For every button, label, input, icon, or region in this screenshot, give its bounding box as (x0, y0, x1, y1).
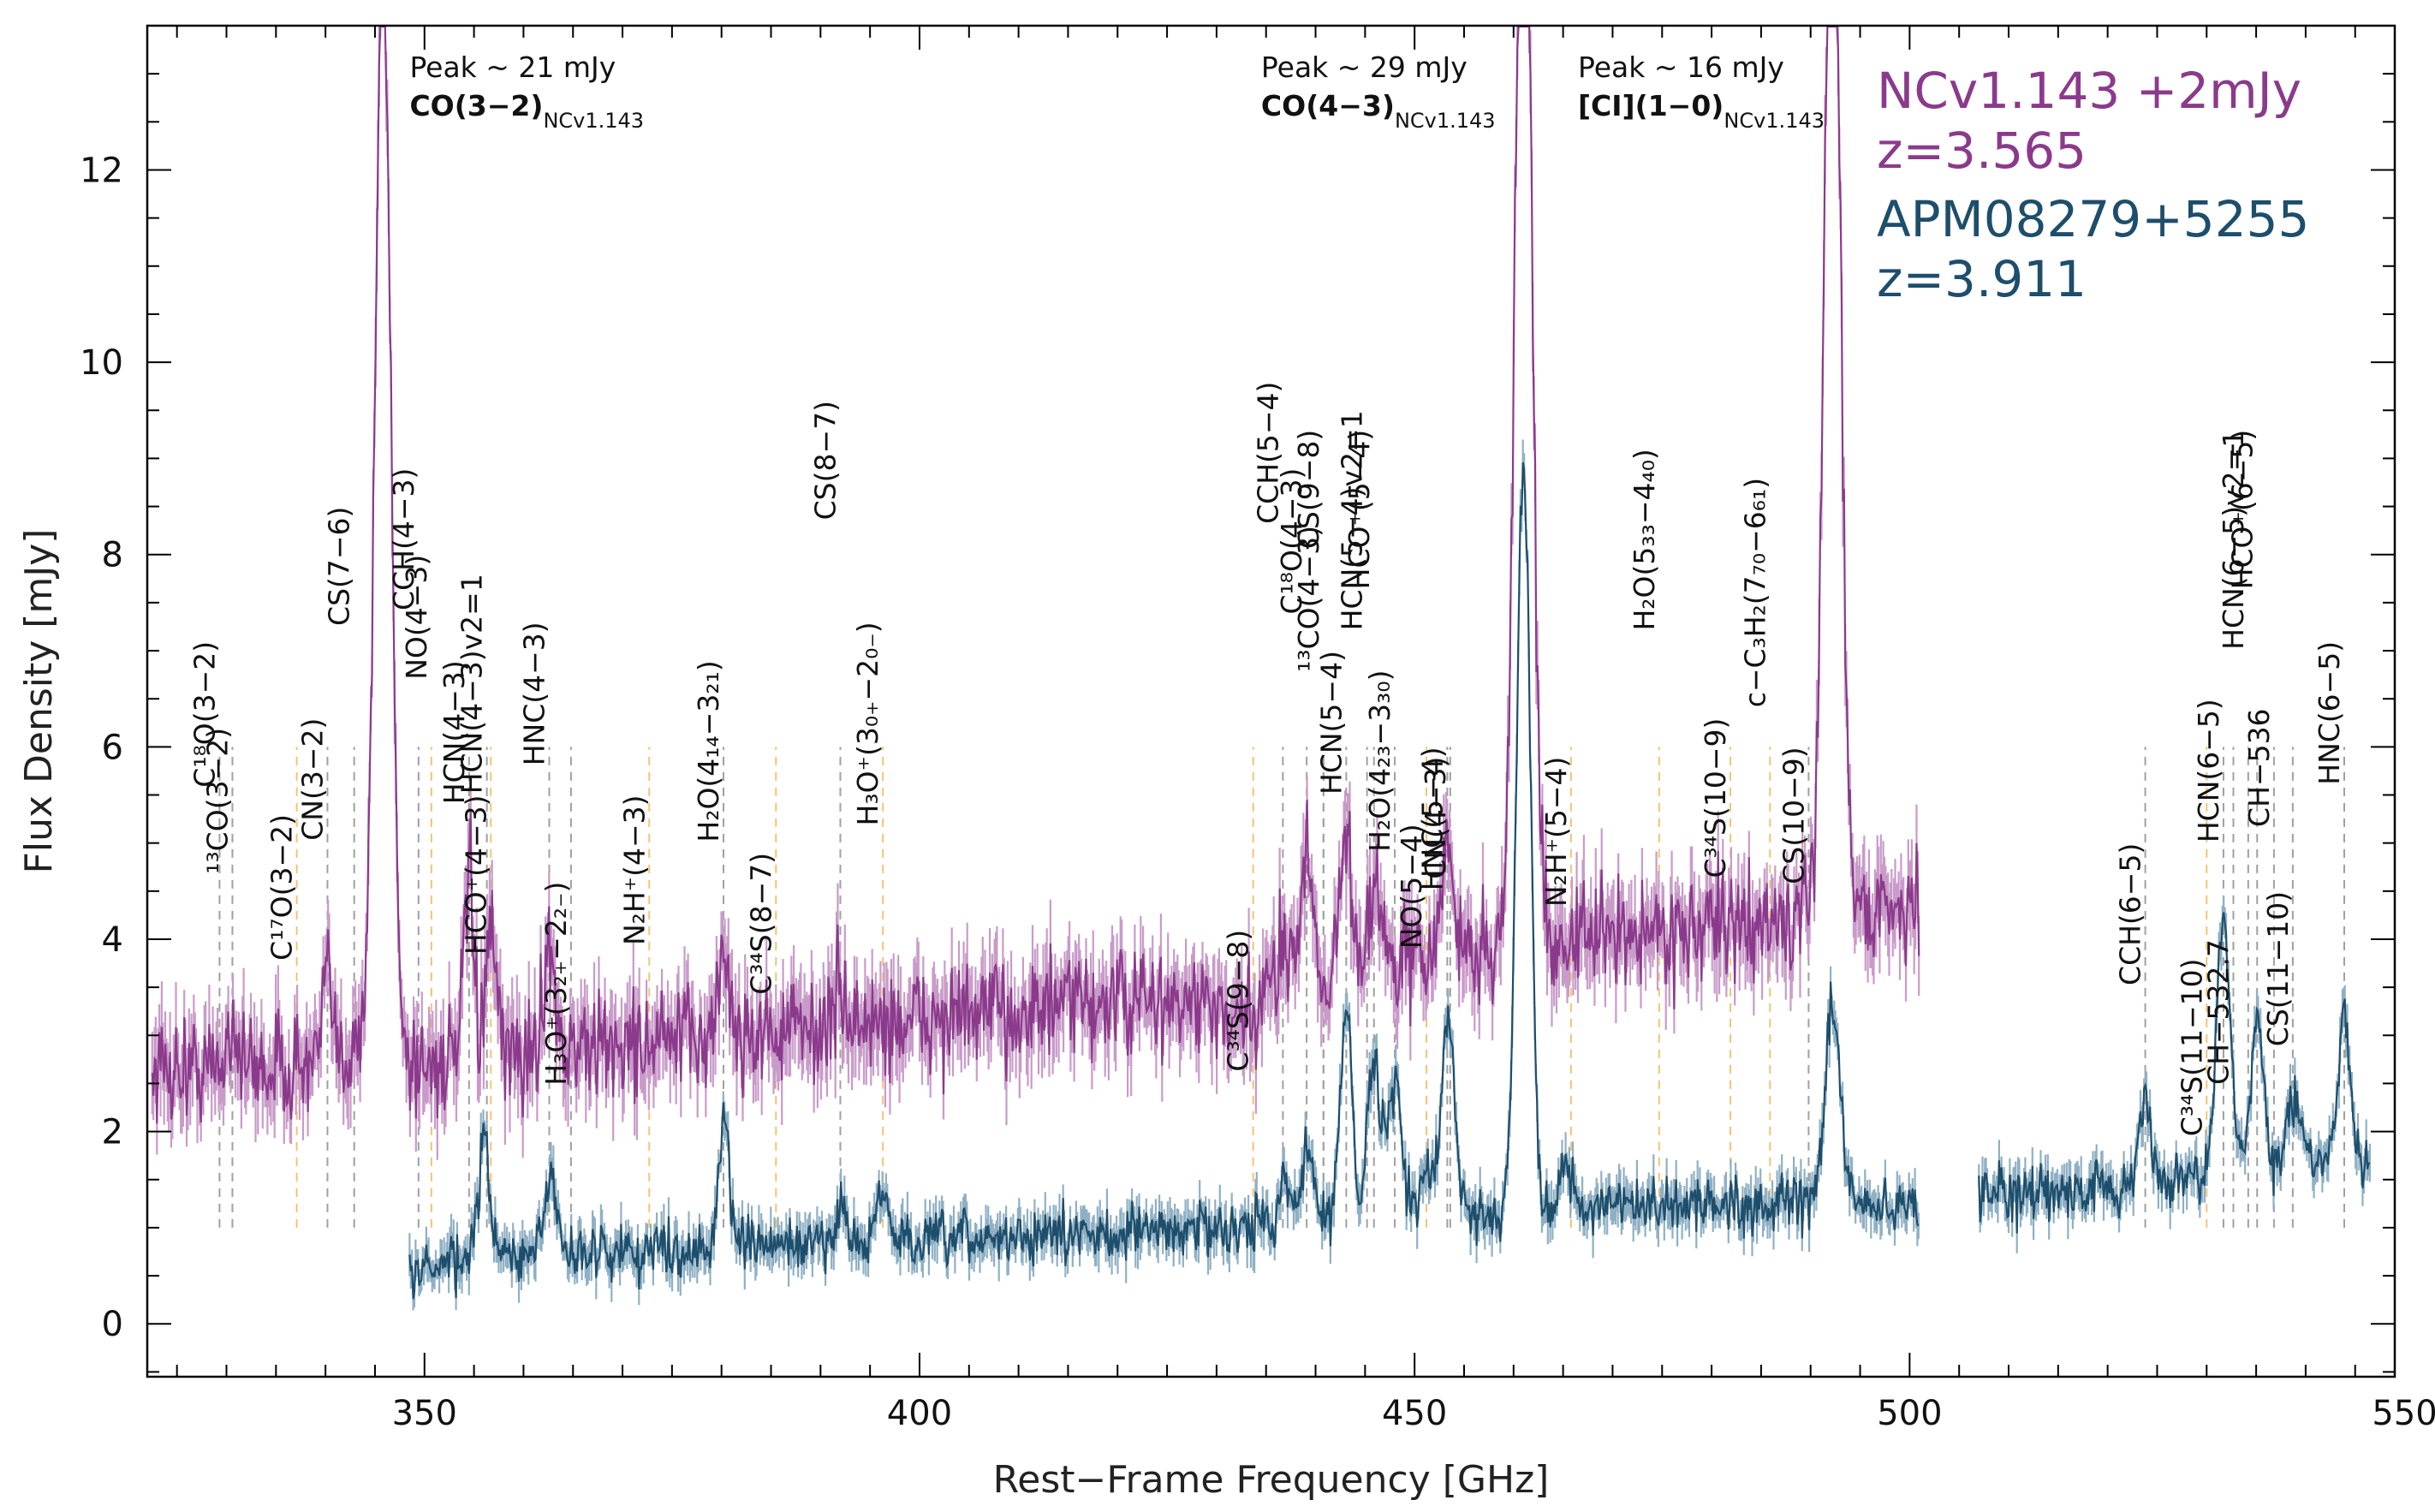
y-tick-label: 0 (102, 1305, 123, 1344)
line-label: C³⁴S(10−9) (1699, 718, 1732, 878)
line-label: H₃O⁺(3₀₊−2₀₋) (851, 622, 884, 825)
legend-entry: APM08279+5255 (1877, 190, 2309, 248)
line-label: C³⁴S(11−10) (2175, 958, 2208, 1136)
peak-annotation: Peak ~ 16 mJy (1578, 51, 1784, 84)
line-label: CS(11−10) (2261, 891, 2295, 1046)
x-tick-label: 450 (1382, 1394, 1447, 1433)
x-tick-label: 550 (2372, 1394, 2435, 1433)
line-label: CS(9−8) (1292, 430, 1325, 549)
line-label: C¹⁷O(3−2) (265, 814, 299, 961)
line-label: NO(5−4) (1395, 824, 1428, 949)
spectrum-line (408, 461, 1920, 1300)
line-label: C¹⁸O(4−3) (1275, 468, 1308, 615)
line-label: CN(4−3) (1419, 757, 1452, 879)
line-label: ¹³CO(4−3) (1292, 526, 1325, 672)
line-label: HCO⁺(6−5) (2225, 430, 2259, 590)
line-label: H₂O(4₁₄−3₂₁) (692, 660, 725, 842)
spectrum-line (1978, 912, 2371, 1234)
x-tick-label: 400 (887, 1394, 952, 1433)
legend-entry: z=3.565 (1877, 122, 2087, 180)
line-label: HNC(5−4) (1415, 747, 1449, 890)
plot-frame (146, 24, 2396, 1378)
y-tick-label: 10 (80, 343, 123, 383)
peak-annotation: Peak ~ 29 mJy (1261, 51, 1468, 84)
y-tick-label: 12 (80, 151, 123, 190)
y-axis-title: Flux Density [mJy] (17, 529, 61, 874)
y-tick-label: 4 (102, 920, 123, 960)
line-label: CH−536 (2242, 708, 2276, 827)
line-label: N₂H⁺(4−3) (617, 795, 651, 946)
line-label: HCO⁺(5−4) (1343, 430, 1376, 590)
line-label: HNC(6−5) (2313, 641, 2346, 785)
line-label: HCN(4−3) (438, 660, 471, 804)
line-label: H₂O(4₂₃−3₃₀) (1363, 670, 1396, 851)
line-label: CCH(4−3) (387, 468, 420, 610)
line-label: C¹⁸O(3−2) (188, 641, 221, 788)
line-label: NO(4−3) (400, 555, 433, 680)
line-label: CS(7−6) (323, 507, 356, 626)
line-label: HCO⁺(4−3) (459, 795, 492, 955)
line-labels: C¹⁸O(3−2)¹³CO(3−2) C¹⁷O(3−2)CN(3−2) CS(7−6… (188, 382, 2346, 1137)
line-label: C³⁴S(8−7) (744, 853, 777, 995)
x-tick-label: 350 (392, 1394, 457, 1433)
y-tick-label: 2 (102, 1113, 123, 1152)
x-axis-title: Rest−Frame Frequency [GHz] (993, 1458, 1550, 1502)
line-label: CCH(5−4) (1251, 382, 1284, 524)
series-lines (151, 25, 2371, 1300)
line-label: HCN(5−4)v2=1 (1336, 410, 1369, 630)
y-tick-label: 8 (102, 536, 123, 575)
legend-entry: NCv1.143 +2mJy (1877, 62, 2301, 120)
line-label: c−C₃H₂(7₇₀−6₆₁) (1738, 478, 1771, 707)
line-label: HCN(6−5) (2192, 699, 2225, 842)
line-label: H₃O⁺(3₂₊−2₂₋) (539, 882, 573, 1086)
peak-annotation: Peak ~ 21 mJy (409, 51, 616, 84)
line-label: ¹³CO(3−2) (200, 728, 234, 874)
axes: 350 400 450 500 550 0 2 4 6 8 10 12 (80, 24, 2435, 1433)
legend-entry: z=3.911 (1877, 250, 2087, 308)
line-label: CS(8−7) (808, 401, 842, 520)
line-label: HCN(6−5)v2=1 (2217, 430, 2250, 650)
line-label: N₂H⁺(5−4) (1539, 757, 1573, 908)
line-label: CN(3−2) (295, 718, 329, 841)
line-label: HNC(4−3) (517, 622, 551, 765)
line-label: CH−532.7 (2202, 939, 2236, 1085)
line-label: HCN(4−3)v2=1 (455, 574, 489, 794)
line-label: HCN(5−4) (1314, 651, 1348, 795)
line-label: CCH(6−5) (2114, 843, 2147, 985)
line-label: CS(10−9) (1777, 747, 1810, 884)
spectrum-line (151, 25, 1920, 1124)
line-label: C³⁴S(9−8) (1222, 930, 1255, 1072)
line-label: H₂O(5₃₃−4₄₀) (1628, 449, 1661, 630)
y-tick-label: 6 (102, 728, 123, 767)
x-tick-label: 500 (1877, 1394, 1942, 1433)
